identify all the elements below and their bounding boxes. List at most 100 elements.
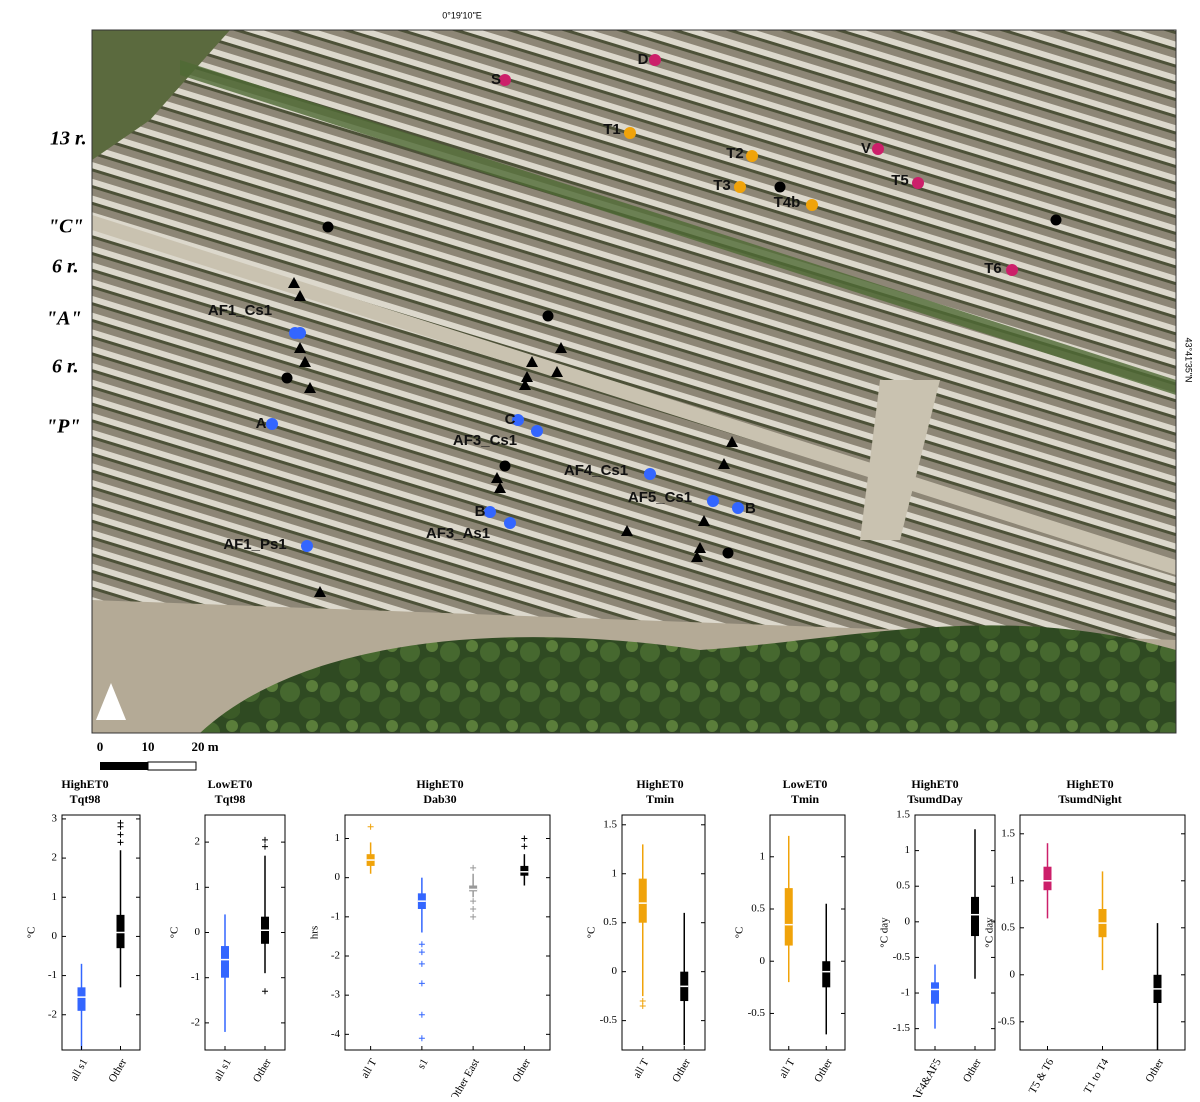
sensor-dot (531, 425, 543, 437)
station-dot (774, 181, 786, 193)
flier (639, 1002, 646, 1009)
sensor-dot (732, 502, 744, 514)
sensor-dot (484, 506, 496, 518)
sensor-dot (504, 517, 516, 529)
plot-frame (344, 814, 551, 1051)
y-tick-label: 0.5 (751, 903, 765, 915)
site-label: AF1_Cs1 (208, 302, 272, 319)
flier (262, 836, 268, 843)
site-label: T3 (713, 177, 731, 194)
plot-frame (204, 814, 286, 1051)
chart-title: TsumdNight (1058, 792, 1122, 806)
x-tick-label: T5 & T6 (1027, 1056, 1057, 1096)
site-label: T5 (891, 172, 909, 189)
station-triangle (726, 436, 738, 447)
y-tick-label: 1 (52, 891, 58, 903)
site-label: AF4_Cs1 (564, 462, 628, 479)
y-tick-label: 1 (195, 881, 201, 893)
north-arrow (96, 683, 126, 720)
station-triangle (555, 342, 567, 353)
x-tick-label: all T (359, 1057, 380, 1081)
y-tick-label: 0.5 (1001, 921, 1015, 933)
x-tick-label: T1 to T4 (1082, 1056, 1112, 1096)
y-tick-label: 1 (1010, 874, 1016, 886)
y-tick-label: 0 (760, 955, 766, 967)
x-tick-label: all s1 (68, 1057, 90, 1083)
station-triangle (521, 371, 533, 382)
station-triangle (294, 290, 306, 301)
y-tick-label: 0.5 (896, 880, 910, 892)
flier (470, 906, 477, 912)
box (971, 896, 979, 937)
y-tick-label: 2 (195, 836, 201, 848)
y-axis-label: °C day (984, 917, 996, 948)
box (822, 961, 831, 988)
y-tick-label: -1 (48, 969, 57, 981)
station-triangle (299, 356, 311, 367)
sensor-dot (624, 127, 636, 139)
station-dot (722, 547, 734, 559)
flier (418, 980, 425, 987)
box (77, 987, 86, 1011)
y-tick-label: 1 (905, 844, 911, 856)
site-label: T6 (984, 260, 1002, 277)
y-tick-label: -2 (331, 950, 340, 962)
y-tick-label: -2 (191, 1016, 200, 1028)
y-tick-label: 1.5 (603, 818, 617, 830)
flier (418, 960, 425, 967)
station-triangle (621, 525, 633, 536)
box (931, 982, 939, 1004)
chart-title: Dab30 (423, 792, 456, 806)
site-label: V (861, 140, 871, 157)
station-triangle (494, 482, 506, 493)
flier (470, 864, 477, 871)
station-dot (499, 460, 511, 472)
station-triangle (691, 551, 703, 562)
flier (470, 913, 477, 920)
y-tick-label: 0 (612, 965, 618, 977)
y-tick-label: -0.5 (600, 1014, 618, 1026)
flier (418, 1011, 425, 1018)
sensor-dot (806, 199, 818, 211)
y-axis-label: °C (169, 927, 181, 939)
chart-title: LowET0 (783, 777, 828, 791)
x-tick-label: Other (106, 1056, 129, 1084)
y-axis-label: °C day (879, 917, 891, 948)
sensor-dot (512, 414, 524, 426)
station-dot (1050, 214, 1062, 226)
scale-label: 10 (142, 739, 155, 754)
x-tick-label: Other East (448, 1057, 482, 1097)
sensor-dot (294, 327, 306, 339)
y-axis-label: hrs (309, 926, 321, 939)
box (1043, 866, 1052, 891)
sensor-dot (644, 468, 656, 480)
box (784, 888, 793, 946)
row-label: 6 r. (52, 256, 79, 278)
site-label: B (745, 500, 756, 517)
station-dot (542, 310, 554, 322)
sensor-dot (746, 150, 758, 162)
y-tick-label: -1.5 (893, 1022, 911, 1034)
y-tick-label: -3 (331, 989, 341, 1001)
box (116, 914, 125, 949)
y-tick-label: 2 (52, 852, 58, 864)
y-tick-label: -0.5 (998, 1015, 1016, 1027)
row-label: "A" (46, 308, 82, 330)
site-label: AF3_Cs1 (453, 432, 517, 449)
flier (117, 819, 124, 826)
flier (418, 949, 425, 956)
x-tick-label: Other (961, 1056, 984, 1084)
flier (521, 835, 528, 842)
plot-frame (769, 814, 846, 1051)
station-triangle (698, 515, 710, 526)
chart-title: HighET0 (1066, 777, 1113, 791)
sensor-dot (1006, 264, 1018, 276)
site-label: AF1_Ps1 (223, 536, 286, 553)
